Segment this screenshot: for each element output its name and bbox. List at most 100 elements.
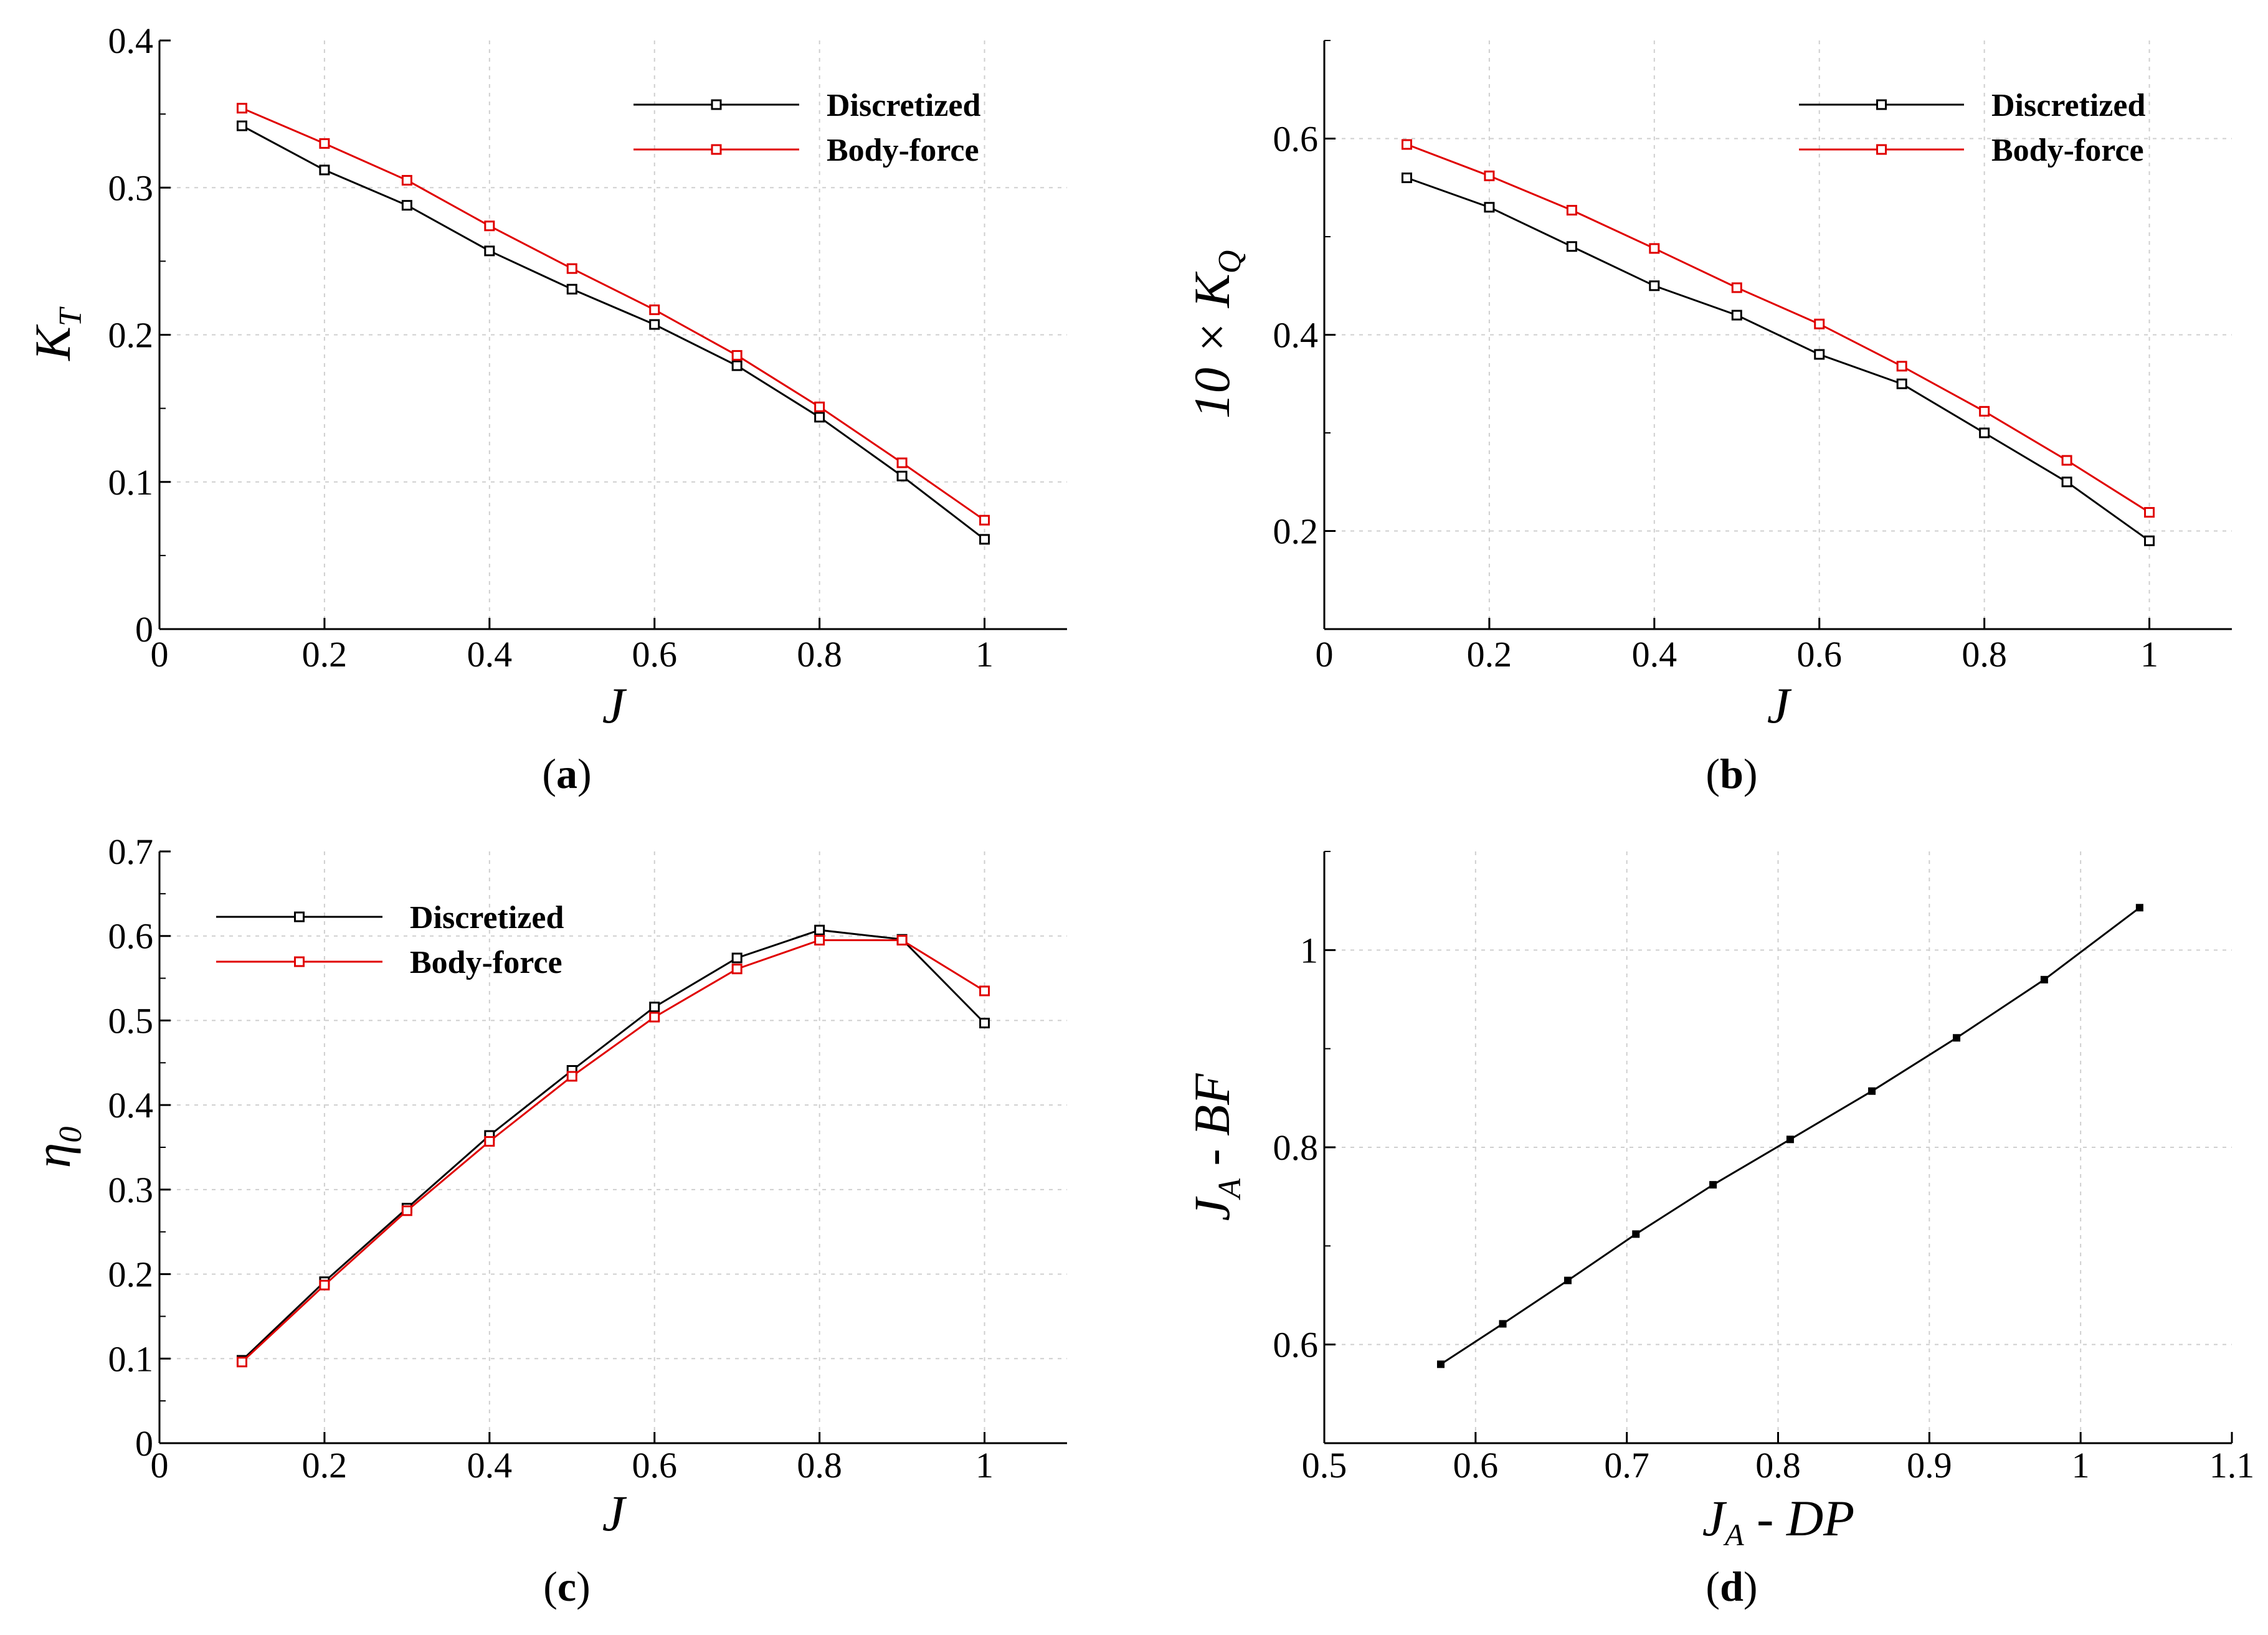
y-axis-title: 10 × KQ: [1184, 250, 1248, 419]
data-point: [2040, 975, 2048, 983]
y-axis-title-main: 10 × K: [1184, 271, 1240, 419]
series-line: [241, 929, 985, 1362]
caption-close-paren: ): [577, 750, 592, 797]
legend-label: Body-force: [827, 133, 979, 168]
y-tick-label: 0.1: [108, 462, 154, 503]
x-tick-label: 1: [975, 634, 994, 675]
caption-letter: b: [1720, 750, 1744, 797]
data-point: [1868, 1087, 1876, 1095]
caption-close-paren: ): [1744, 750, 1758, 797]
caption-open-paren: (: [1706, 1563, 1720, 1610]
series-discretized: [1401, 173, 2155, 546]
data-point: [814, 401, 825, 412]
x-tick-label: 0.6: [1453, 1445, 1499, 1486]
grid-lines: [159, 851, 1067, 1443]
y-axis-title-rest: - BF: [1184, 1073, 1240, 1178]
data-point: [319, 164, 330, 176]
x-tick-label: 1.1: [2209, 1445, 2255, 1486]
series-line: [1406, 143, 2150, 513]
legend-marker: [294, 956, 305, 967]
x-axis-title-rest: - DP: [1744, 1490, 1855, 1547]
y-tick-label: 0.7: [108, 832, 154, 872]
y-axis-title-main: J: [1184, 1196, 1240, 1221]
data-point: [2061, 455, 2072, 466]
x-tick-label: 1: [975, 1445, 994, 1486]
series-line: [241, 125, 985, 541]
data-point: [1953, 1034, 1961, 1042]
data-point: [1814, 318, 1825, 329]
caption-letter: d: [1720, 1563, 1744, 1610]
data-point: [1709, 1181, 1717, 1189]
data-point: [814, 924, 825, 936]
y-tick-label: 1: [1300, 930, 1318, 970]
series-line: [241, 107, 985, 521]
legend-marker: [1876, 99, 1887, 110]
data-point: [979, 514, 990, 526]
caption-open-paren: (: [543, 1563, 558, 1610]
legend: Discretized Body-force: [633, 88, 980, 168]
x-tick-label: 0.9: [1907, 1445, 1952, 1486]
x-tick-label: 0.7: [1604, 1445, 1649, 1486]
y-tick-label: 0.3: [108, 1170, 154, 1210]
data-point: [814, 935, 825, 945]
x-tick-label: 0.8: [797, 634, 842, 675]
y-axis-title-main: η: [24, 1143, 81, 1168]
legend-marker: [1876, 144, 1887, 155]
data-point: [649, 319, 660, 330]
y-tick-label: 0.2: [108, 315, 154, 356]
x-axis-title: J: [1767, 677, 1792, 734]
caption-open-paren: (: [542, 750, 556, 797]
data-point: [979, 1018, 990, 1028]
caption-open-paren: (: [1706, 750, 1720, 797]
data-point: [1499, 1320, 1507, 1328]
data-point: [566, 283, 577, 295]
data-point: [1649, 243, 1660, 254]
legend: Discretized Body-force: [1799, 88, 2145, 168]
data-point: [979, 985, 990, 997]
x-tick-label: 0.5: [1302, 1445, 1347, 1486]
data-point: [1786, 1135, 1794, 1144]
data-point: [1484, 202, 1495, 213]
panel-caption: (a): [542, 750, 591, 797]
x-axis-title: J: [602, 677, 627, 734]
legend-marker: [711, 144, 722, 155]
x-axis-title: J: [602, 1485, 627, 1542]
grid-lines: [159, 40, 1067, 629]
data-point: [1436, 1360, 1445, 1368]
data-point: [2144, 535, 2155, 546]
data-point: [1632, 1230, 1640, 1238]
data-point: [236, 120, 247, 131]
y-tick-label: 0.3: [108, 168, 154, 208]
data-point: [484, 1136, 495, 1147]
x-tick-label: 0.8: [1962, 634, 2007, 675]
x-tick-label: 0.6: [632, 1445, 677, 1486]
data-point: [2144, 507, 2155, 518]
panel-caption: (b): [1706, 750, 1757, 797]
series-line: [1406, 177, 2150, 542]
y-axis-title-sub: 0: [53, 1127, 88, 1143]
chart-panel-c: 0 0.2 0.4 0.6 0.8 100.10.20.30.40.50.60.7Jη0D…: [24, 832, 1067, 1610]
data-point: [731, 360, 743, 371]
data-point: [1731, 310, 1742, 321]
y-tick-label: 0.4: [108, 21, 154, 61]
y-axis-title-sub: T: [53, 306, 88, 326]
y-tick-label: 0: [135, 609, 153, 650]
legend-label: Discretized: [827, 88, 980, 123]
data-point: [1814, 349, 1825, 360]
data-point: [731, 350, 743, 361]
data-point: [1401, 173, 1412, 183]
data-point: [319, 1279, 330, 1291]
x-tick-label: 0: [151, 1445, 169, 1486]
data-point: [1401, 139, 1412, 150]
y-tick-label: 0.1: [108, 1339, 154, 1379]
y-axis-title: JA - BF: [1184, 1073, 1248, 1221]
data-point: [896, 470, 908, 481]
data-point: [649, 304, 660, 315]
x-tick-label: 0.6: [1796, 634, 1842, 675]
y-tick-label: 0.6: [1273, 1325, 1319, 1365]
data-point: [896, 935, 908, 945]
x-tick-label: 0: [1316, 634, 1334, 675]
data-point: [236, 103, 247, 114]
